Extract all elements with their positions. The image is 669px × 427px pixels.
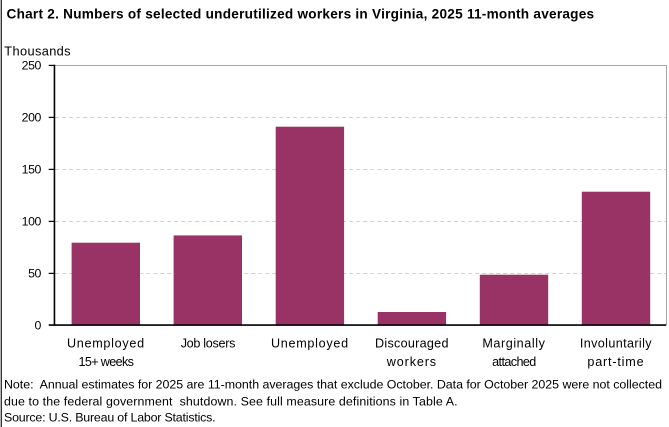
- svg-text:200: 200: [22, 111, 42, 125]
- svg-text:0: 0: [35, 319, 42, 333]
- svg-text:150: 150: [22, 163, 42, 177]
- svg-text:Discouraged: Discouraged: [375, 337, 449, 351]
- svg-text:100: 100: [22, 215, 42, 229]
- svg-text:workers: workers: [386, 355, 437, 369]
- svg-text:Note: Annual estimates for 20: Note: Annual estimates for 2025 are 11-m…: [4, 378, 662, 392]
- svg-text:due to the federal government: due to the federal government shutdown. …: [4, 394, 458, 408]
- svg-text:Unemployed: Unemployed: [271, 337, 349, 351]
- svg-text:15+ weeks: 15+ weeks: [79, 355, 134, 369]
- svg-text:attached: attached: [492, 355, 536, 369]
- svg-text:Chart 2. Numbers of selected u: Chart 2. Numbers of selected underutiliz…: [7, 6, 595, 21]
- svg-text:Involuntarily: Involuntarily: [580, 337, 652, 351]
- svg-text:Thousands: Thousands: [4, 44, 71, 59]
- svg-text:Marginally: Marginally: [482, 337, 545, 351]
- svg-text:Job losers: Job losers: [181, 337, 235, 351]
- svg-text:part-time: part-time: [587, 355, 644, 369]
- svg-text:Source: U.S. Bureau of Labor S: Source: U.S. Bureau of Labor Statistics.: [4, 411, 215, 425]
- svg-text:Unemployed: Unemployed: [67, 337, 145, 351]
- svg-text:50: 50: [28, 267, 41, 281]
- svg-text:250: 250: [22, 59, 42, 73]
